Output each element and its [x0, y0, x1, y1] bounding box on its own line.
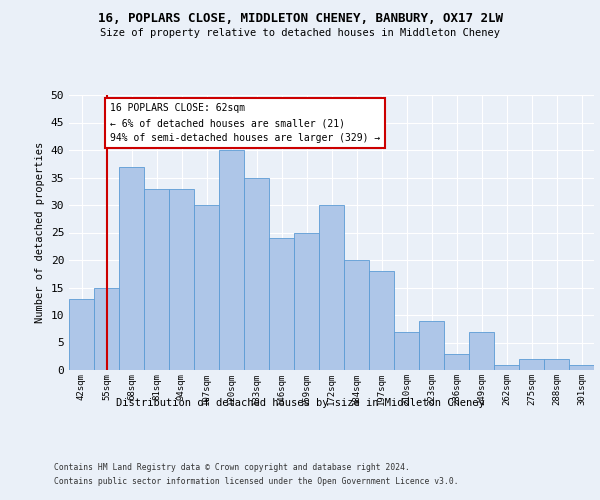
Bar	[319, 205, 344, 370]
Bar	[69, 298, 94, 370]
Bar	[169, 188, 194, 370]
Bar	[419, 320, 444, 370]
Text: Contains HM Land Registry data © Crown copyright and database right 2024.: Contains HM Land Registry data © Crown c…	[54, 462, 410, 471]
Bar	[269, 238, 294, 370]
Bar	[244, 178, 269, 370]
Bar	[119, 166, 144, 370]
Bar	[569, 364, 594, 370]
Bar	[194, 205, 219, 370]
Bar	[144, 188, 169, 370]
Text: Size of property relative to detached houses in Middleton Cheney: Size of property relative to detached ho…	[100, 28, 500, 38]
Text: 16 POPLARS CLOSE: 62sqm
← 6% of detached houses are smaller (21)
94% of semi-det: 16 POPLARS CLOSE: 62sqm ← 6% of detached…	[110, 104, 380, 143]
Text: Contains public sector information licensed under the Open Government Licence v3: Contains public sector information licen…	[54, 478, 458, 486]
Bar	[344, 260, 369, 370]
Bar	[219, 150, 244, 370]
Bar	[494, 364, 519, 370]
Bar	[519, 359, 544, 370]
Bar	[369, 271, 394, 370]
Bar	[444, 354, 469, 370]
Bar	[94, 288, 119, 370]
Bar	[469, 332, 494, 370]
Bar	[544, 359, 569, 370]
Bar	[394, 332, 419, 370]
Bar	[294, 232, 319, 370]
Text: 16, POPLARS CLOSE, MIDDLETON CHENEY, BANBURY, OX17 2LW: 16, POPLARS CLOSE, MIDDLETON CHENEY, BAN…	[97, 12, 503, 26]
Text: Distribution of detached houses by size in Middleton Cheney: Distribution of detached houses by size …	[116, 398, 484, 407]
Y-axis label: Number of detached properties: Number of detached properties	[35, 142, 45, 323]
